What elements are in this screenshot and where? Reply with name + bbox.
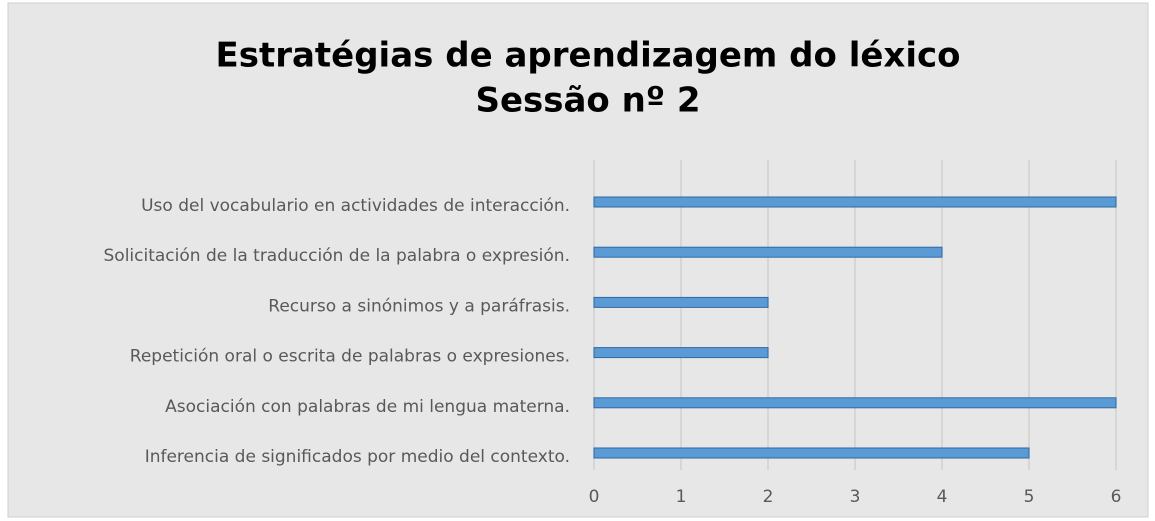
bar <box>593 447 1030 459</box>
y-tick-label: Recurso a sinónimos y a paráfrasis. <box>268 296 570 316</box>
x-tick-label: 4 <box>937 487 948 507</box>
chart-subtitle: Sessão nº 2 <box>475 81 700 121</box>
bar <box>593 246 943 258</box>
y-tick-label: Uso del vocabulario en actividades de in… <box>141 196 570 216</box>
x-tick-label: 2 <box>763 487 774 507</box>
y-tick-label: Asociación con palabras de mi lengua mat… <box>165 397 570 417</box>
chart-title: Estratégias de aprendizagem do léxico <box>215 36 960 76</box>
x-tick-label: 3 <box>850 487 861 507</box>
bar <box>593 397 1117 409</box>
bar <box>593 196 1117 208</box>
x-tick-label: 6 <box>1111 487 1122 507</box>
y-tick-label: Solicitación de la traducción de la pala… <box>104 246 570 266</box>
y-tick-label: Inferencia de significados por medio del… <box>145 447 570 467</box>
x-tick-label: 1 <box>676 487 687 507</box>
x-tick-label: 0 <box>589 487 600 507</box>
chart-background <box>7 2 1149 518</box>
bar <box>593 347 769 359</box>
bar <box>593 296 769 308</box>
y-tick-label: Repetición oral o escrita de palabras o … <box>130 347 570 367</box>
x-tick-label: 5 <box>1024 487 1035 507</box>
